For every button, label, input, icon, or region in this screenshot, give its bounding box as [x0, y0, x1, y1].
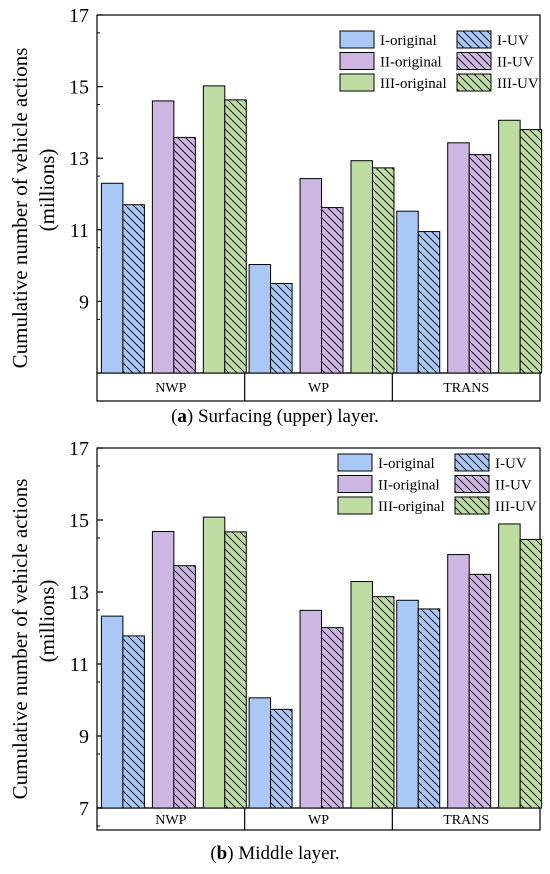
bar-wp-ii-original — [299, 609, 323, 809]
bar-nwp-iii-original — [202, 85, 226, 374]
legend-label-ii-uv: II-UV — [495, 478, 532, 494]
y-tick-label: 11 — [70, 654, 89, 676]
bar-trans-i-uv — [417, 608, 441, 809]
y-axis-label-line1: Cumulative number of vehicle actions — [8, 48, 32, 369]
bar-trans-ii-original — [447, 554, 470, 809]
bar-trans-iii-original — [498, 523, 521, 809]
caption-b: (b) Middle layer. — [210, 843, 340, 864]
legend-label-ii-original: II-original — [380, 55, 442, 71]
bar-nwp-i-original — [100, 182, 124, 374]
bar-trans-ii-original — [447, 142, 470, 374]
bar-wp-iii-original — [350, 581, 373, 809]
bar-trans-iii-uv — [519, 538, 543, 809]
y-tick-label: 13 — [69, 148, 89, 170]
y-tick-label: 9 — [79, 291, 89, 313]
category-label-trans: TRANS — [443, 381, 489, 396]
bar-wp-iii-original — [350, 160, 373, 374]
legend-label-iii-original: III-original — [378, 499, 445, 515]
bar-nwp-ii-original — [151, 531, 175, 809]
bar-nwp-iii-uv — [224, 99, 247, 374]
y-tick-label: 15 — [69, 77, 89, 99]
bar-nwp-ii-original — [151, 100, 175, 374]
bar-wp-i-original — [248, 264, 272, 374]
legend-swatch-ii-uv — [456, 52, 492, 70]
legend-swatch-iii-uv — [456, 73, 492, 92]
category-label-trans: TRANS — [443, 813, 489, 828]
chart-middle-layer: 7 9 11 13 15 17 NWP WP TRANS I-original I-UV II-ori… — [8, 438, 543, 831]
bar-trans-i-uv — [417, 231, 441, 374]
legend-label-i-uv: I-UV — [497, 33, 529, 49]
y-axis-label-line2: (millions) — [35, 580, 59, 663]
legend-label-iii-uv: III-UV — [495, 499, 537, 515]
bar-trans-iii-original — [498, 119, 521, 374]
legend-swatch-i-uv — [456, 30, 492, 49]
bar-trans-iii-uv — [519, 129, 543, 374]
category-label-nwp: NWP — [155, 381, 186, 396]
bar-wp-i-original — [248, 697, 272, 809]
category-label-nwp: NWP — [155, 813, 186, 828]
y-tick-label: 13 — [69, 582, 89, 604]
bar-wp-ii-uv — [321, 627, 344, 809]
bar-trans-i-original — [396, 210, 419, 374]
legend-swatch-iii-uv — [454, 496, 490, 515]
legend-swatch-iii-original — [337, 496, 373, 515]
legend-swatch-i-original — [337, 453, 373, 472]
y-tick-label: 9 — [79, 726, 89, 748]
legend-swatch-ii-uv — [454, 475, 490, 493]
bar-nwp-ii-uv — [173, 565, 196, 809]
legend-label-iii-uv: III-UV — [497, 76, 539, 92]
bar-nwp-iii-original — [202, 516, 226, 809]
caption-a: (a) Surfacing (upper) layer. — [171, 406, 379, 427]
bar-nwp-i-original — [100, 615, 124, 809]
legend-swatch-i-original — [339, 30, 375, 49]
bar-nwp-i-uv — [122, 204, 145, 374]
bar-wp-i-uv — [270, 283, 293, 374]
y-tick-label: 17 — [69, 5, 89, 27]
legend-swatch-ii-original — [339, 52, 375, 70]
bar-trans-ii-uv — [468, 573, 492, 809]
bar-wp-iii-uv — [371, 596, 395, 809]
y-axis-label-line2: (millions) — [35, 149, 59, 232]
legend-label-iii-original: III-original — [380, 76, 447, 92]
chart-surfacing-layer: 9 11 13 15 17 NWP WP TRANS I-original I-UV II-orig… — [8, 5, 543, 402]
y-tick-label: 11 — [70, 220, 89, 242]
bar-nwp-iii-uv — [224, 531, 247, 809]
bar-nwp-i-uv — [122, 635, 145, 809]
bar-wp-ii-original — [299, 178, 323, 374]
legend-swatch-iii-original — [339, 73, 375, 92]
category-label-wp: WP — [308, 381, 329, 396]
y-tick-label: 7 — [79, 798, 89, 820]
legend-label-i-uv: I-UV — [495, 456, 527, 472]
y-tick-label: 17 — [69, 438, 89, 460]
bar-wp-iii-uv — [371, 167, 395, 374]
legend-swatch-i-uv — [454, 453, 490, 472]
bar-wp-i-uv — [270, 708, 293, 809]
legend-swatch-ii-original — [337, 475, 373, 493]
y-tick-label: 15 — [69, 510, 89, 532]
bar-nwp-ii-uv — [173, 136, 196, 374]
legend-label-i-original: I-original — [378, 456, 435, 472]
legend-label-i-original: I-original — [380, 33, 437, 49]
y-axis-label-line1: Cumulative number of vehicle actions — [8, 479, 32, 800]
bar-trans-i-original — [396, 599, 419, 809]
bar-trans-ii-uv — [468, 154, 492, 374]
legend-label-ii-uv: II-UV — [497, 55, 534, 71]
bar-wp-ii-uv — [321, 207, 344, 374]
legend-label-ii-original: II-original — [378, 478, 440, 494]
category-label-wp: WP — [308, 813, 329, 828]
